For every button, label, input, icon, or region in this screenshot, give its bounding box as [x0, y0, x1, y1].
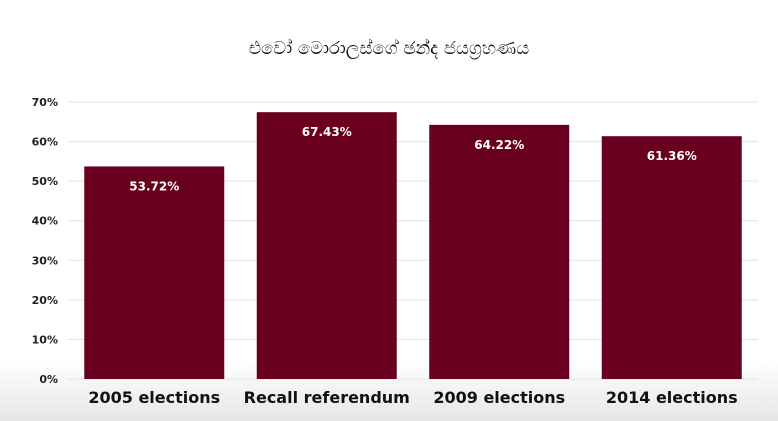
y-tick-label: 50% — [32, 175, 58, 188]
y-tick-label: 0% — [39, 373, 58, 386]
data-label: 67.43% — [302, 125, 352, 139]
bar — [601, 136, 742, 379]
x-tick-label: 2009 elections — [433, 388, 565, 407]
y-tick-label: 20% — [32, 294, 58, 307]
x-tick-label: 2005 elections — [88, 388, 220, 407]
data-label: 64.22% — [474, 138, 524, 152]
chart-title: එවෝ මොරාලස්ගේ ඡන්ද ජයග්‍රහණය — [248, 38, 530, 59]
bar — [429, 124, 570, 379]
bar — [256, 112, 397, 379]
bar — [84, 166, 225, 379]
y-tick-label: 40% — [32, 215, 58, 228]
x-tick-label: 2014 elections — [606, 388, 738, 407]
y-tick-label: 10% — [32, 333, 58, 346]
x-tick-label: Recall referendum — [244, 388, 410, 407]
labels: 0% 10% 20% 30% 40% 50% 60% 70% 53.72% 2005 electi… — [32, 96, 738, 407]
data-label: 53.72% — [129, 179, 179, 193]
y-tick-label: 60% — [32, 136, 58, 149]
y-tick-label: 70% — [32, 96, 58, 109]
bars — [84, 112, 742, 379]
y-tick-label: 30% — [32, 254, 58, 267]
data-label: 61.36% — [647, 149, 697, 163]
